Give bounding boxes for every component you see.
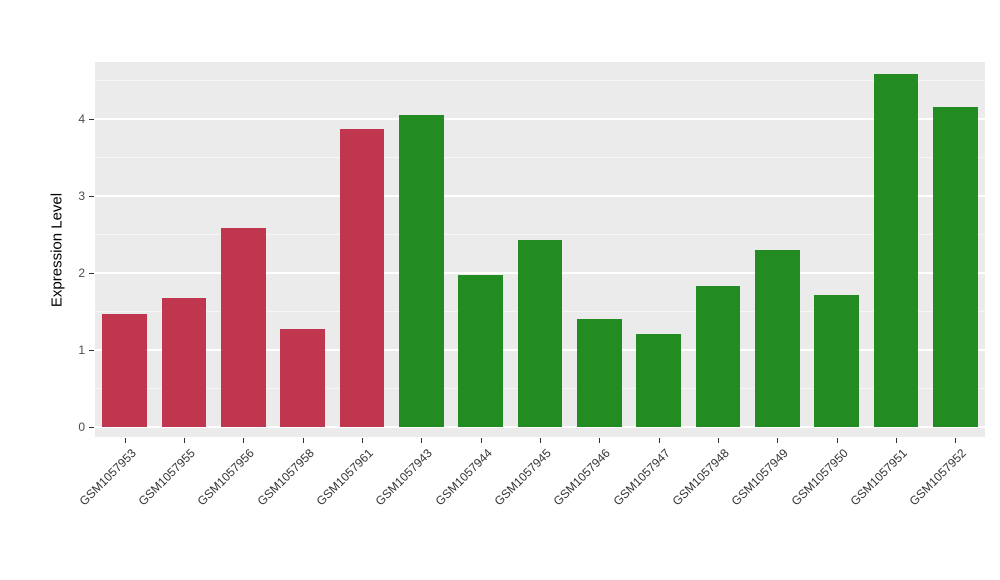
x-tick-label: GSM1057955 (135, 446, 198, 509)
x-tick-mark (421, 438, 423, 443)
y-tick-mark (89, 349, 94, 351)
gridline-minor (95, 156, 985, 158)
bar (458, 274, 503, 427)
x-tick-mark (540, 438, 541, 443)
bar (339, 129, 385, 427)
x-tick-label: GSM1057951 (847, 446, 910, 509)
y-tick-mark (89, 272, 94, 274)
x-tick-label: GSM1057949 (728, 446, 792, 509)
x-tick-label: GSM1057946 (550, 446, 614, 509)
y-tick-label: 4 (78, 111, 85, 126)
x-tick-mark (362, 438, 363, 443)
y-axis-title: Expression Level (48, 192, 66, 307)
y-tick-mark (89, 118, 94, 120)
bar (161, 297, 207, 427)
x-tick-mark (480, 438, 482, 443)
gridline-major (95, 117, 985, 120)
x-tick-mark (955, 438, 957, 443)
x-tick-mark (718, 438, 719, 443)
bar (102, 313, 147, 427)
x-tick-mark (836, 438, 838, 443)
x-tick-mark (777, 438, 779, 443)
x-tick-label: GSM1057948 (669, 446, 732, 509)
x-tick-label: GSM1057943 (372, 446, 436, 509)
x-tick-label: GSM1057952 (906, 446, 970, 509)
y-tick-label: 0 (78, 420, 85, 434)
x-tick-label: GSM1057956 (194, 446, 258, 509)
x-tick-label: GSM1057953 (76, 446, 139, 509)
bar (695, 286, 741, 427)
y-tick-label: 3 (78, 188, 85, 203)
x-tick-mark (896, 438, 897, 443)
x-tick-label: GSM1057945 (491, 446, 554, 509)
bar (814, 295, 859, 427)
x-tick-mark (658, 438, 660, 443)
x-tick-mark (124, 438, 126, 443)
x-tick-mark (599, 438, 601, 443)
y-tick-label: 1 (78, 342, 85, 357)
gridline-major (95, 194, 985, 197)
x-tick-mark (243, 438, 245, 443)
x-tick-mark (184, 438, 185, 443)
bar (636, 333, 681, 427)
bar (933, 107, 978, 427)
bar (399, 115, 444, 427)
bar (755, 249, 800, 427)
x-tick-mark (302, 438, 304, 443)
bar (221, 228, 266, 427)
gridline-minor (95, 233, 985, 235)
bar (517, 239, 563, 427)
y-tick-mark (89, 427, 94, 428)
y-tick-mark (89, 195, 94, 197)
y-tick-label: 2 (78, 265, 85, 280)
bar (577, 319, 622, 427)
x-tick-label: GSM1057961 (313, 446, 376, 509)
gridline-minor (95, 79, 985, 81)
bar (280, 329, 325, 427)
gridline-major (95, 426, 985, 428)
bar (873, 74, 919, 427)
plot-area (95, 62, 985, 437)
